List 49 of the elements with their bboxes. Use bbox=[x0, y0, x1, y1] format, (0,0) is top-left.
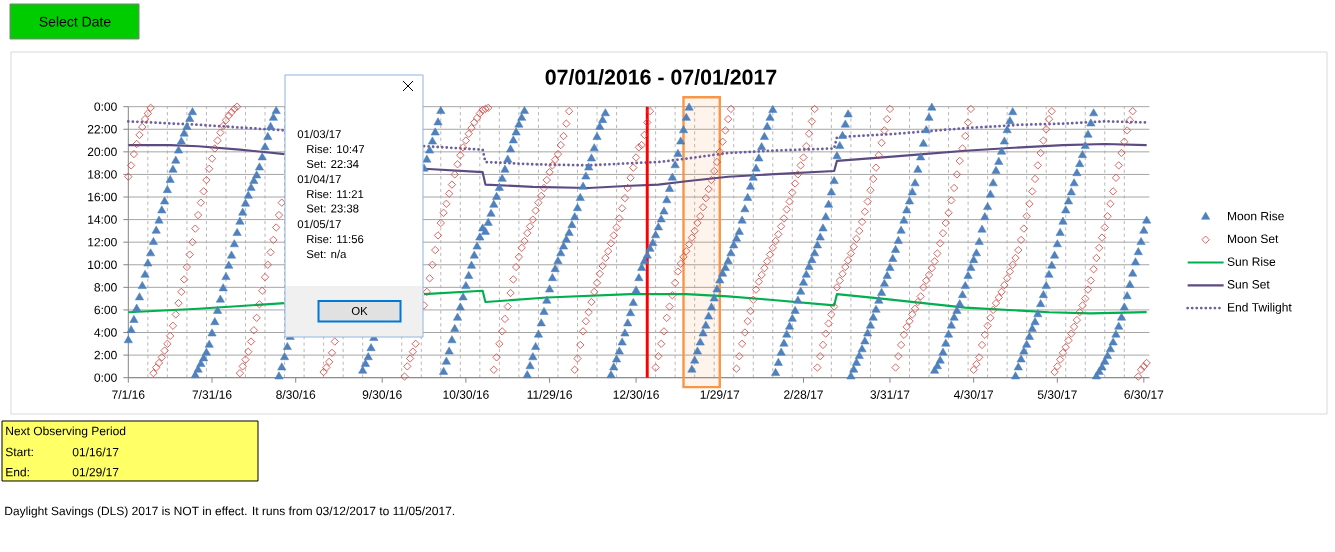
y-tick-label: 4:00 bbox=[94, 328, 117, 337]
x-tick-label: 2/28/17 bbox=[784, 390, 823, 399]
x-tick-label: 7/1/16 bbox=[112, 390, 145, 399]
legend-label: Moon Set bbox=[1228, 234, 1279, 244]
y-tick-label: 6:00 bbox=[94, 305, 117, 315]
x-tick-label: 10/30/16 bbox=[443, 390, 489, 399]
x-tick-label: 8/30/16 bbox=[276, 390, 316, 399]
x-tick-label: 11/29/16 bbox=[527, 390, 572, 399]
y-tick-label: 0:00 bbox=[94, 102, 117, 111]
annotation: 01/04/17 bbox=[297, 174, 341, 184]
annotation: Set: n/a bbox=[306, 249, 347, 259]
text: 01/16/17 bbox=[72, 447, 119, 457]
text: Daylight Savings (DLS) 2017 is NOT in effect. It runs from 03/12/2017 to 11/05/2017. bbox=[5, 506, 455, 518]
x-tick-label: 7/31/16 bbox=[192, 390, 232, 399]
annotation: OK bbox=[351, 306, 368, 315]
x-tick-label: 12/30/16 bbox=[613, 390, 659, 399]
annotation: 01/05/17 bbox=[297, 219, 341, 229]
y-tick-label: 20:00 bbox=[87, 147, 117, 157]
y-tick-label: 18:00 bbox=[88, 170, 117, 179]
x-tick-label: 9/30/16 bbox=[362, 390, 402, 399]
y-tick-label: 10:00 bbox=[88, 260, 117, 270]
chart-title: 07/01/2016 - 07/01/2017 bbox=[545, 69, 777, 85]
text: Start: bbox=[5, 447, 33, 457]
annotation: Set: 22:34 bbox=[306, 159, 359, 168]
y-tick-label: 0:00 bbox=[94, 373, 117, 382]
legend-label: Sun Rise bbox=[1227, 257, 1276, 266]
y-tick-label: 16:00 bbox=[88, 192, 117, 202]
x-tick-label: 6/30/17 bbox=[1124, 390, 1164, 399]
annotation: Rise: 10:47 bbox=[307, 144, 365, 154]
x-tick-label: 5/30/17 bbox=[1037, 390, 1077, 399]
legend-label: Sun Set bbox=[1227, 280, 1270, 289]
text: 01/29/17 bbox=[72, 467, 119, 477]
legend-label: End Twilight bbox=[1228, 302, 1292, 314]
annotation: Rise: 11:21 bbox=[307, 189, 364, 199]
annotation: 01/03/17 bbox=[297, 129, 341, 139]
y-tick-label: 22:00 bbox=[87, 125, 117, 134]
text: Next Observing Period bbox=[6, 426, 126, 438]
text: End: bbox=[6, 467, 29, 477]
y-tick-label: 8:00 bbox=[94, 283, 117, 292]
x-tick-label: 4/30/17 bbox=[953, 390, 994, 399]
y-tick-label: 2:00 bbox=[94, 350, 117, 360]
annotation: Set: 23:38 bbox=[306, 204, 359, 213]
text: Select Date bbox=[39, 16, 111, 27]
x-tick-label: 1/29/17 bbox=[700, 390, 740, 399]
y-tick-label: 14:00 bbox=[88, 215, 117, 224]
annotation: Rise: 11:56 bbox=[307, 234, 364, 244]
legend-label: Moon Rise bbox=[1228, 211, 1284, 221]
x-tick-label: 3/31/17 bbox=[870, 390, 910, 399]
y-tick-label: 12:00 bbox=[88, 237, 117, 247]
